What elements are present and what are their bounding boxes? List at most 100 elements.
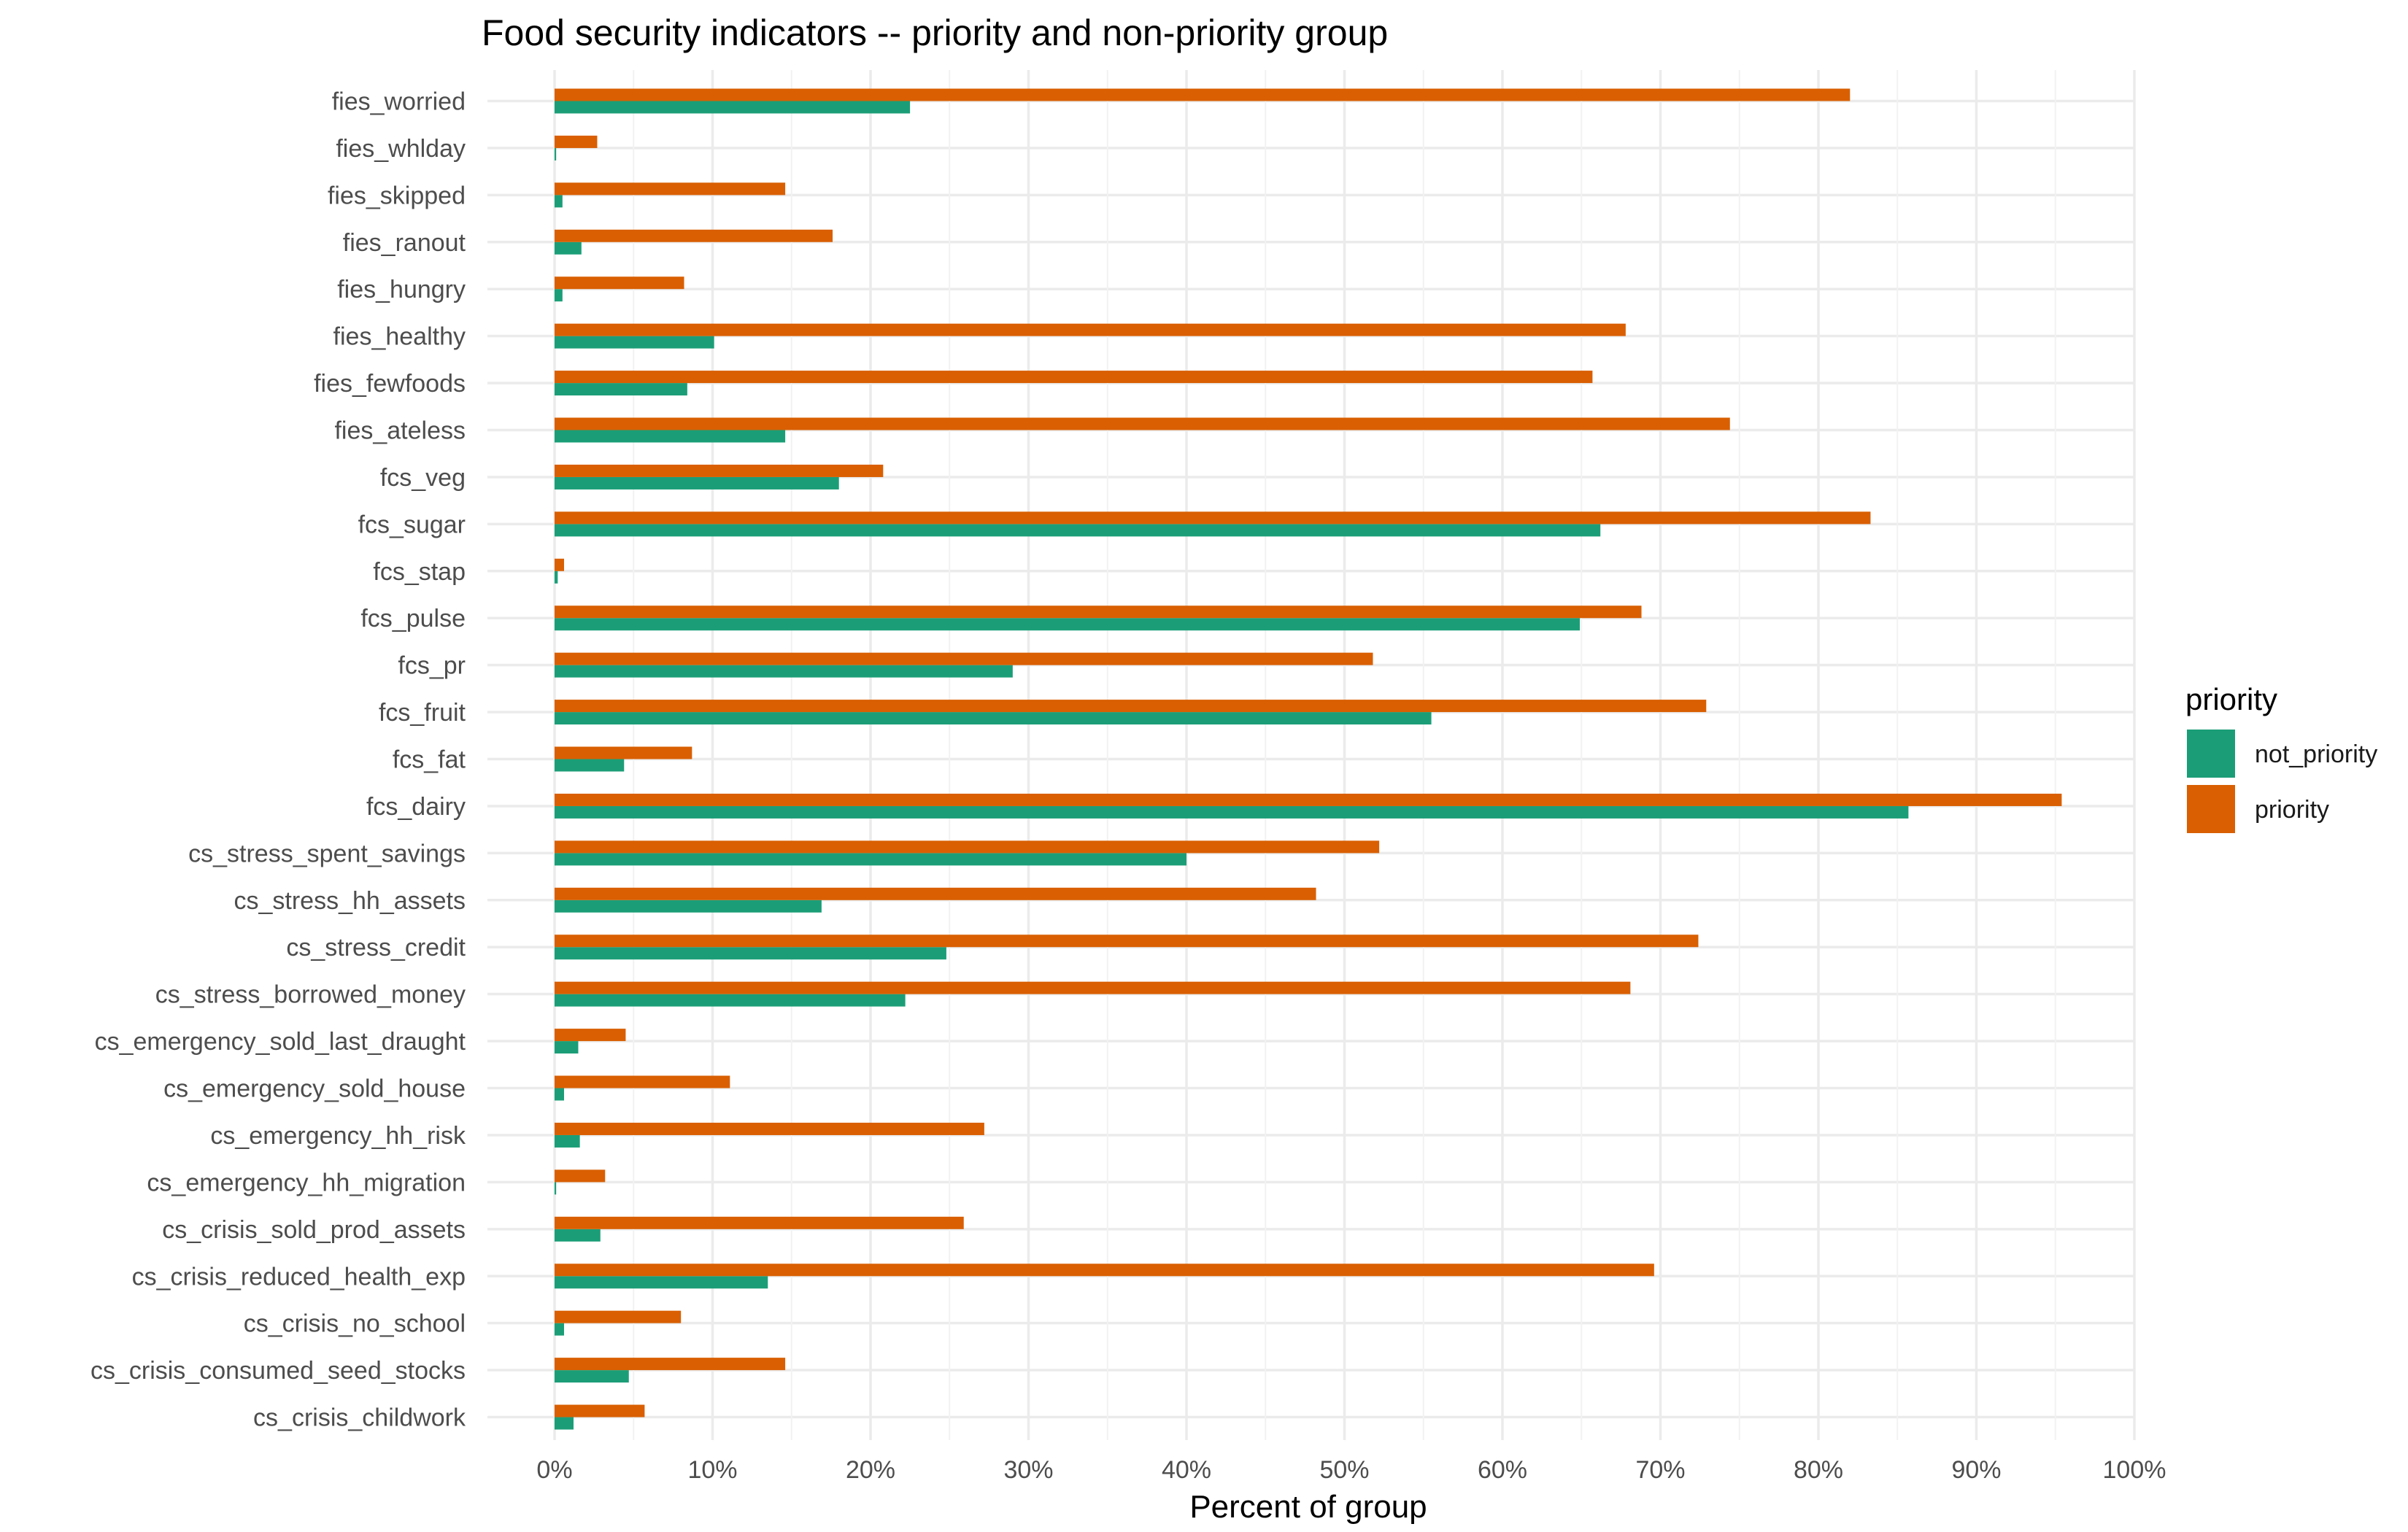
bar-not-priority-cs-emergency-sold-house: [555, 1088, 564, 1101]
legend-items: not_priority priority: [2187, 730, 2377, 833]
x-tick-label: 80%: [1794, 1456, 1843, 1484]
bar-priority-fies-worried: [555, 88, 1851, 101]
bar-priority-cs-crisis-consumed-seed-stocks: [555, 1358, 786, 1371]
y-tick-label: fies_ranout: [343, 229, 466, 257]
bar-priority-cs-stress-hh-assets: [555, 887, 1316, 900]
y-tick-label: cs_crisis_no_school: [244, 1310, 466, 1338]
legend-label-priority: priority: [2255, 796, 2329, 824]
y-tick-label: cs_stress_hh_assets: [234, 887, 466, 915]
bar-not-priority-fcs-fruit: [555, 712, 1432, 725]
y-tick-label: cs_crisis_reduced_health_exp: [132, 1263, 466, 1291]
bar-not-priority-cs-crisis-consumed-seed-stocks: [555, 1370, 629, 1383]
bar-priority-cs-stress-credit: [555, 935, 1699, 948]
y-tick-label: cs_stress_credit: [286, 934, 466, 962]
bar-not-priority-cs-emergency-hh-migration: [555, 1182, 557, 1195]
y-tick-label: cs_crisis_sold_prod_assets: [162, 1216, 466, 1244]
bar-priority-fcs-veg: [555, 464, 884, 477]
x-tick-label: 20%: [846, 1456, 895, 1484]
legend-swatch-priority: [2187, 785, 2235, 833]
bar-priority-cs-emergency-sold-last-draught: [555, 1029, 626, 1042]
bar-priority-fies-ateless: [555, 417, 1730, 430]
bar-not-priority-cs-crisis-childwork: [555, 1417, 574, 1430]
y-tick-label: fcs_stap: [373, 558, 466, 586]
bar-not-priority-fies-ranout: [555, 241, 582, 255]
y-tick-label: fies_hungry: [337, 276, 466, 303]
bar-not-priority-fies-hungry: [555, 289, 563, 302]
x-tick-label: 50%: [1319, 1456, 1369, 1484]
bar-not-priority-fcs-pr: [555, 665, 1013, 678]
y-tick-label: fies_fewfoods: [314, 370, 466, 398]
y-tick-label: fies_worried: [332, 88, 466, 116]
x-tick-label: 60%: [1478, 1456, 1527, 1484]
bar-not-priority-fies-healthy: [555, 336, 714, 349]
bar-priority-fcs-sugar: [555, 511, 1871, 525]
bar-priority-fies-fewfoods: [555, 371, 1593, 384]
bar-not-priority-fcs-sugar: [555, 524, 1601, 537]
y-tick-label: cs_emergency_hh_risk: [210, 1122, 466, 1150]
bar-not-priority-fies-worried: [555, 101, 911, 114]
x-tick-label: 0%: [536, 1456, 572, 1484]
bar-priority-fcs-fruit: [555, 700, 1707, 713]
y-tick-label: fcs_veg: [380, 464, 466, 492]
bar-not-priority-cs-crisis-reduced-health-exp: [555, 1276, 768, 1289]
bar-not-priority-cs-stress-spent-savings: [555, 853, 1186, 866]
bar-priority-cs-emergency-hh-migration: [555, 1169, 606, 1183]
y-tick-label: fcs_pr: [398, 652, 466, 680]
y-tick-label: cs_stress_spent_savings: [188, 840, 466, 867]
y-tick-label: cs_emergency_hh_migration: [147, 1169, 466, 1196]
bar-priority-cs-emergency-sold-house: [555, 1075, 730, 1088]
bar-not-priority-fies-skipped: [555, 195, 563, 208]
bar-priority-cs-crisis-reduced-health-exp: [555, 1264, 1654, 1277]
x-tick-label: 70%: [1635, 1456, 1685, 1484]
legend-title: priority: [2185, 682, 2277, 716]
bar-priority-fcs-pr: [555, 652, 1373, 665]
bar-priority-fcs-pulse: [555, 606, 1642, 619]
legend-label-not-priority: not_priority: [2255, 740, 2377, 768]
x-tick-label: 30%: [1003, 1456, 1053, 1484]
y-tick-label: cs_crisis_childwork: [253, 1404, 466, 1432]
bar-not-priority-cs-stress-credit: [555, 947, 946, 960]
y-tick-label: cs_emergency_sold_house: [163, 1075, 466, 1103]
bar-not-priority-fcs-stap: [555, 570, 558, 584]
bar-not-priority-fcs-fat: [555, 759, 625, 772]
y-tick-labels: fies_worried fies_whlday fies_skipped fies_…: [90, 88, 466, 1432]
legend: priority not_priority priority: [2185, 682, 2377, 833]
bar-priority-fies-healthy: [555, 323, 1626, 336]
bar-not-priority-fies-whlday: [555, 147, 557, 160]
bar-priority-fies-whlday: [555, 135, 598, 148]
bar-not-priority-cs-emergency-hh-risk: [555, 1134, 580, 1148]
y-tick-label: fcs_fat: [393, 746, 466, 774]
x-tick-label: 90%: [1951, 1456, 2001, 1484]
bar-priority-fies-skipped: [555, 182, 786, 196]
x-tick-label: 100%: [2103, 1456, 2166, 1484]
bar-priority-cs-stress-spent-savings: [555, 840, 1380, 854]
y-tick-label: fies_skipped: [328, 182, 466, 209]
bars-layer: [555, 88, 2062, 1430]
bar-not-priority-fcs-veg: [555, 476, 839, 490]
y-tick-label: cs_crisis_consumed_seed_stocks: [90, 1357, 466, 1385]
bar-priority-fcs-fat: [555, 746, 692, 759]
x-tick-labels: 0% 10% 20% 30% 40% 50% 60% 70% 80% 90% 100%: [536, 1456, 2166, 1484]
bar-not-priority-fies-fewfoods: [555, 383, 687, 396]
y-tick-label: fies_ateless: [334, 417, 466, 445]
chart-title: Food security indicators -- priority and…: [482, 12, 1388, 53]
bar-priority-fcs-dairy: [555, 793, 2062, 806]
x-tick-label: 40%: [1162, 1456, 1211, 1484]
bar-not-priority-cs-crisis-no-school: [555, 1323, 564, 1336]
bar-priority-cs-stress-borrowed-money: [555, 981, 1631, 994]
bar-priority-cs-crisis-childwork: [555, 1404, 645, 1417]
bar-priority-cs-crisis-sold-prod-assets: [555, 1216, 964, 1229]
bar-priority-cs-emergency-hh-risk: [555, 1122, 984, 1135]
bar-priority-cs-crisis-no-school: [555, 1310, 682, 1323]
y-tick-label: fies_whlday: [336, 135, 466, 163]
bar-not-priority-cs-stress-borrowed-money: [555, 994, 906, 1007]
y-tick-label: fcs_dairy: [366, 793, 466, 821]
bar-not-priority-fcs-pulse: [555, 618, 1581, 631]
y-tick-label: fcs_sugar: [358, 511, 466, 538]
y-tick-label: fies_healthy: [333, 323, 466, 351]
x-tick-label: 10%: [687, 1456, 737, 1484]
bar-not-priority-cs-crisis-sold-prod-assets: [555, 1229, 601, 1242]
bar-priority-fies-hungry: [555, 276, 684, 290]
